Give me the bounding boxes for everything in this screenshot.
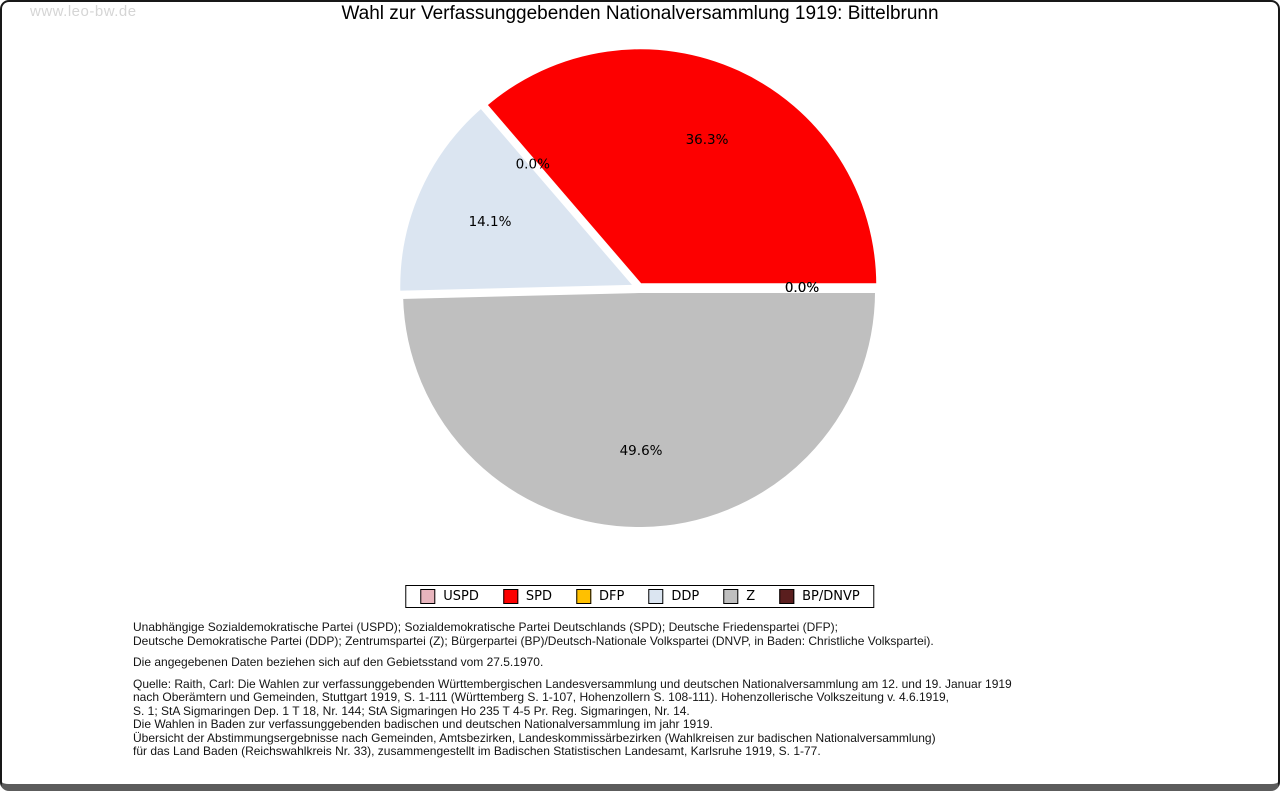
party-abbreviations-note: Unabhängige Sozialdemokratische Partei (…: [133, 620, 1163, 648]
pie-slice-ddp: [396, 104, 639, 295]
legend-swatch: [576, 589, 592, 604]
legend-label: USPD: [443, 589, 479, 604]
legend: USPD SPD DFP DDP Z BP/DNVP: [405, 585, 875, 608]
pie-percentage-label: 0.0%: [785, 280, 819, 296]
legend-item-dfp: DFP: [576, 589, 624, 604]
source-citation: Quelle: Raith, Carl: Die Wahlen zur verf…: [133, 676, 1163, 759]
pie-percentage-label: 14.1%: [469, 214, 512, 230]
pie-percentage-label: 36.3%: [686, 132, 729, 148]
chart-title: Wahl zur Verfassunggebenden Nationalvers…: [341, 3, 939, 24]
data-status-note: Die angegebenen Daten beziehen sich auf …: [133, 655, 544, 669]
legend-item-spd: SPD: [502, 589, 553, 604]
legend-item-ddp: DDP: [648, 589, 699, 604]
legend-item-uspd: USPD: [420, 589, 479, 604]
pie-percentage-label: 0.0%: [516, 156, 550, 172]
legend-swatch: [723, 589, 739, 604]
pie-slice-z: [399, 289, 880, 531]
pie-percentage-label: 0.0%: [785, 280, 819, 296]
legend-label: BP/DNVP: [802, 589, 860, 604]
legend-item-z: Z: [723, 589, 755, 604]
legend-label: SPD: [525, 589, 553, 604]
footnote-line: S. 1; StA Sigmaringen Dep. 1 T 18, Nr. 1…: [133, 703, 690, 718]
pie-slice-spd: [483, 45, 881, 288]
legend-swatch: [779, 589, 795, 604]
pie-percentage-label: 49.6%: [620, 443, 663, 459]
footnote-line: Quelle: Raith, Carl: Die Wahlen zur verf…: [133, 676, 1012, 691]
footnote-line: Unabhängige Sozialdemokratische Partei (…: [133, 620, 838, 634]
legend-swatch: [502, 589, 518, 604]
footnotes: Unabhängige Sozialdemokratische Partei (…: [133, 620, 1163, 767]
pie-chart: 0.0%36.3%0.0%14.1%49.6%0.0%: [396, 45, 881, 531]
legend-swatch: [648, 589, 664, 604]
site-watermark: www.leo-bw.de: [30, 3, 137, 20]
legend-swatch: [420, 589, 436, 604]
legend-label: Z: [746, 589, 756, 604]
legend-item-bp-dnvp: BP/DNVP: [779, 589, 860, 604]
footnote-line: für das Land Baden (Reichswahlkreis Nr. …: [133, 744, 821, 758]
legend-label: DFP: [599, 589, 625, 604]
legend-label: DDP: [671, 589, 700, 604]
footnote-line: nach Oberämtern und Gemeinden, Stuttgart…: [133, 690, 950, 704]
footnote-line: Deutsche Demokratische Partei (DDP); Zen…: [133, 633, 934, 648]
footnote-line: Die Wahlen in Baden zur verfassunggebend…: [133, 717, 713, 731]
footnote-line: Übersicht der Abstimmungsergebnisse nach…: [133, 730, 936, 745]
